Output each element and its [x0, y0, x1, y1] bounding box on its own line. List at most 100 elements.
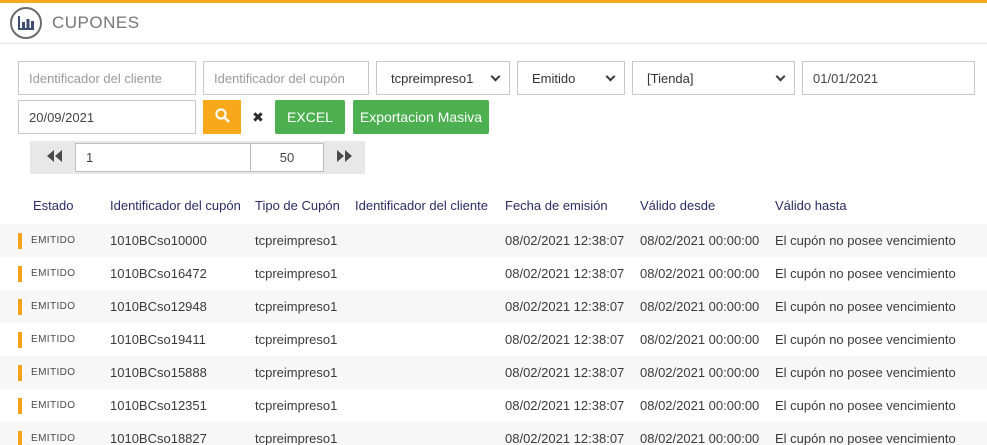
coupon-id-input[interactable] [203, 61, 369, 95]
date-to-input[interactable] [18, 100, 196, 134]
status-bar-icon [18, 298, 22, 315]
chevron-down-icon [490, 71, 501, 82]
valid-until-cell: El cupón no posee vencimiento [775, 431, 956, 445]
column-header-coupon-id: Identificador del cupón [110, 197, 241, 213]
excel-export-button[interactable]: EXCEL [275, 100, 345, 134]
column-header-client-id: Identificador del cliente [355, 197, 488, 213]
table-row[interactable]: EMITIDO 1010BCso12948 tcpreimpreso1 08/0… [0, 290, 987, 323]
page-size-input[interactable] [250, 143, 324, 172]
top-accent-line [0, 0, 987, 3]
app-header: CUPONES [0, 3, 987, 44]
chevron-down-icon [605, 71, 616, 82]
status-cell: EMITIDO [18, 331, 110, 348]
table-row[interactable]: EMITIDO 1010BCso12351 tcpreimpreso1 08/0… [0, 389, 987, 422]
store-selected-value: [Tienda] [647, 70, 694, 86]
status-label: EMITIDO [31, 400, 76, 411]
issue-date-cell: 08/02/2021 12:38:07 [505, 398, 625, 413]
valid-until-cell: El cupón no posee vencimiento [775, 398, 956, 413]
status-bar-icon [18, 232, 22, 249]
table-row[interactable]: EMITIDO 1010BCso18827 tcpreimpreso1 08/0… [0, 422, 987, 445]
valid-until-cell: El cupón no posee vencimiento [775, 299, 956, 314]
pagination-bar [30, 141, 365, 174]
date-from-input[interactable] [802, 61, 975, 95]
valid-from-cell: 08/02/2021 00:00:00 [640, 332, 760, 347]
valid-until-cell: El cupón no posee vencimiento [775, 233, 956, 248]
bar-chart-icon [10, 7, 42, 39]
column-header-estado: Estado [33, 197, 74, 213]
status-bar-icon [18, 430, 22, 445]
filter-bar: tcpreimpreso1 Emitido [Tienda] [18, 61, 987, 134]
coupon-type-cell: tcpreimpreso1 [255, 398, 338, 413]
status-cell: EMITIDO [18, 298, 110, 315]
page-number-input[interactable] [75, 143, 251, 172]
valid-from-cell: 08/02/2021 00:00:00 [640, 431, 760, 445]
coupon-type-selected-value: tcpreimpreso1 [391, 70, 474, 86]
status-bar-icon [18, 265, 22, 282]
coupon-id-cell: 1010BCso12351 [110, 398, 207, 413]
issue-date-cell: 08/02/2021 12:38:07 [505, 266, 625, 281]
filter-row-1: tcpreimpreso1 Emitido [Tienda] [18, 61, 987, 95]
double-arrow-left-icon [46, 150, 63, 165]
status-label: EMITIDO [31, 235, 76, 246]
page-title: CUPONES [52, 13, 140, 32]
coupon-type-cell: tcpreimpreso1 [255, 233, 338, 248]
coupon-type-cell: tcpreimpreso1 [255, 431, 338, 445]
issue-date-cell: 08/02/2021 12:38:07 [505, 365, 625, 380]
table-row[interactable]: EMITIDO 1010BCso10000 tcpreimpreso1 08/0… [0, 224, 987, 257]
valid-until-cell: El cupón no posee vencimiento [775, 365, 956, 380]
table-header-row: Estado Identificador del cupón Tipo de C… [0, 192, 987, 218]
coupon-type-cell: tcpreimpreso1 [255, 365, 338, 380]
status-selected-value: Emitido [532, 70, 576, 86]
clear-search-button[interactable]: ✖ [241, 100, 275, 134]
magnifier-icon [214, 107, 231, 127]
coupon-type-select[interactable]: tcpreimpreso1 [376, 61, 510, 95]
table-row[interactable]: EMITIDO 1010BCso19411 tcpreimpreso1 08/0… [0, 323, 987, 356]
issue-date-cell: 08/02/2021 12:38:07 [505, 299, 625, 314]
coupon-type-cell: tcpreimpreso1 [255, 332, 338, 347]
status-label: EMITIDO [31, 433, 76, 444]
status-label: EMITIDO [31, 367, 76, 378]
chevron-down-icon [775, 71, 786, 82]
valid-from-cell: 08/02/2021 00:00:00 [640, 266, 760, 281]
coupon-id-cell: 1010BCso15888 [110, 365, 207, 380]
status-cell: EMITIDO [18, 265, 110, 282]
valid-from-cell: 08/02/2021 00:00:00 [640, 299, 760, 314]
status-label: EMITIDO [31, 334, 76, 345]
coupon-type-cell: tcpreimpreso1 [255, 299, 338, 314]
previous-page-button[interactable] [40, 141, 69, 174]
coupon-id-cell: 1010BCso18827 [110, 431, 207, 445]
status-cell: EMITIDO [18, 364, 110, 381]
issue-date-cell: 08/02/2021 12:38:07 [505, 332, 625, 347]
search-button[interactable] [203, 100, 241, 134]
status-cell: EMITIDO [18, 397, 110, 414]
double-arrow-right-icon [336, 150, 353, 165]
coupon-id-cell: 1010BCso10000 [110, 233, 207, 248]
mass-export-button[interactable]: Exportacion Masiva [353, 100, 489, 134]
valid-from-cell: 08/02/2021 00:00:00 [640, 365, 760, 380]
client-id-input[interactable] [18, 61, 196, 95]
valid-from-cell: 08/02/2021 00:00:00 [640, 398, 760, 413]
store-select[interactable]: [Tienda] [632, 61, 795, 95]
status-cell: EMITIDO [18, 430, 110, 445]
coupon-id-cell: 1010BCso16472 [110, 266, 207, 281]
issue-date-cell: 08/02/2021 12:38:07 [505, 233, 625, 248]
issue-date-cell: 08/02/2021 12:38:07 [505, 431, 625, 445]
next-page-button[interactable] [330, 141, 359, 174]
status-bar-icon [18, 331, 22, 348]
filter-row-2: ✖ EXCEL Exportacion Masiva [18, 100, 987, 134]
column-header-valid-until: Válido hasta [775, 197, 847, 213]
valid-from-cell: 08/02/2021 00:00:00 [640, 233, 760, 248]
table-row[interactable]: EMITIDO 1010BCso15888 tcpreimpreso1 08/0… [0, 356, 987, 389]
status-select[interactable]: Emitido [517, 61, 625, 95]
status-label: EMITIDO [31, 301, 76, 312]
column-header-issue-date: Fecha de emisión [505, 197, 608, 213]
coupon-id-cell: 1010BCso12948 [110, 299, 207, 314]
column-header-valid-from: Válido desde [640, 197, 716, 213]
status-bar-icon [18, 397, 22, 414]
coupon-id-cell: 1010BCso19411 [110, 332, 206, 347]
table-row[interactable]: EMITIDO 1010BCso16472 tcpreimpreso1 08/0… [0, 257, 987, 290]
close-icon: ✖ [252, 108, 264, 125]
valid-until-cell: El cupón no posee vencimiento [775, 266, 956, 281]
status-label: EMITIDO [31, 268, 76, 279]
column-header-coupon-type: Tipo de Cupón [255, 197, 340, 213]
